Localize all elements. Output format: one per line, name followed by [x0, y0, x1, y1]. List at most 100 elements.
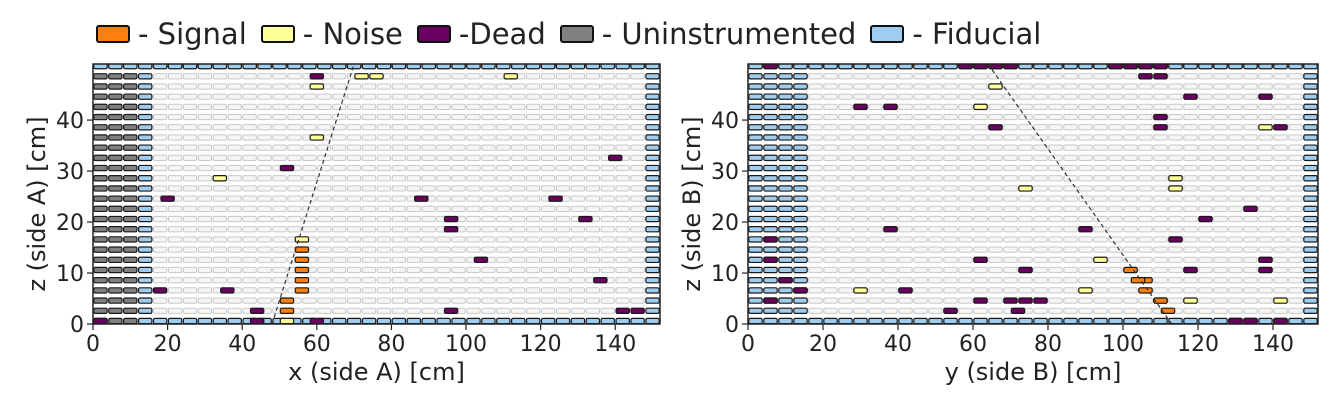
side-b-cell [778, 144, 793, 151]
side-b-cell [763, 317, 778, 324]
side-a-cell [93, 113, 108, 121]
side-a-cell [152, 164, 168, 172]
side-a-cell [526, 73, 541, 80]
side-a-dead-cell [220, 287, 235, 294]
side-b-cell [1018, 83, 1033, 90]
side-a-cell [555, 93, 571, 100]
side-b-cell [973, 154, 988, 161]
side-b-ytick-label: 40 [711, 109, 739, 134]
side-a-cell [332, 144, 347, 151]
side-b-cell [1168, 154, 1183, 161]
side-a-cell [123, 195, 138, 202]
side-b-cell [913, 215, 928, 223]
side-a-cell [361, 185, 377, 192]
side-a-cell [585, 195, 601, 202]
side-b-cell [1183, 317, 1198, 324]
side-b-cell [898, 307, 913, 314]
side-a-fiducial-cell [197, 64, 213, 70]
side-b-cell [763, 266, 778, 274]
side-b-cell [988, 287, 1003, 294]
side-b-cell [1213, 226, 1228, 233]
side-b-cell [823, 236, 838, 243]
side-a-cell [137, 103, 153, 111]
side-a-fiducial-cell [555, 64, 571, 70]
side-b-cell [913, 256, 928, 263]
side-b-cell [1003, 226, 1018, 233]
side-a-cell [555, 215, 571, 223]
side-b-cell [898, 226, 913, 233]
side-a-cell [167, 317, 183, 324]
side-a-cell [108, 185, 123, 192]
side-b-cell [1138, 134, 1153, 141]
side-b-cell [1183, 73, 1198, 80]
side-b-cell [748, 236, 763, 243]
side-a-cell [152, 124, 168, 131]
side-b-cell [748, 144, 763, 151]
side-a-cell [555, 277, 571, 284]
side-b-cell [928, 124, 943, 131]
side-a-cell [167, 236, 183, 243]
side-b-cell [1198, 154, 1213, 161]
side-a-cell [630, 246, 645, 253]
side-a-cell [421, 185, 436, 192]
side-a-cell [496, 287, 511, 294]
side-a-cell [123, 266, 138, 274]
side-b-cell [1273, 93, 1288, 100]
side-b-dead-cell [1168, 236, 1183, 243]
side-a-cell [630, 124, 645, 131]
side-b-cell [793, 103, 808, 111]
side-b-cell [808, 73, 823, 80]
side-b-cell [1168, 277, 1183, 284]
side-b-cell [1168, 266, 1183, 274]
side-a-cell [287, 215, 302, 223]
side-a-cell [436, 195, 451, 202]
side-a-cell [451, 83, 466, 90]
side-b-cell [1033, 256, 1048, 263]
side-b-cell [763, 124, 778, 131]
side-b-cell [1228, 83, 1243, 90]
side-b-cell [1108, 236, 1123, 243]
side-a-cell [182, 307, 198, 314]
side-b-cell [1018, 205, 1033, 212]
side-b-cell [1048, 215, 1063, 223]
side-b-cell [928, 266, 943, 274]
side-a-cell [585, 246, 601, 253]
side-a-cell [123, 256, 138, 264]
side-b-cell [1138, 307, 1153, 314]
side-b-cell [778, 297, 793, 304]
side-a-cell [526, 113, 541, 121]
side-b-cell [1198, 103, 1213, 110]
side-a-cell [466, 317, 481, 324]
side-b-cell [868, 277, 883, 284]
side-b-cell [1018, 144, 1033, 151]
side-b-cell [823, 144, 838, 151]
side-b-cell [793, 317, 808, 324]
side-a-cell [123, 93, 138, 100]
side-b-cell [838, 185, 853, 192]
side-a-cell [585, 256, 601, 263]
side-a-cell [391, 307, 407, 314]
side-a-cell [332, 277, 347, 284]
side-b-cell [1198, 236, 1213, 243]
side-b-cell [1303, 73, 1318, 80]
side-b-cell [943, 175, 958, 182]
side-b-cell [838, 175, 853, 182]
side-b-cell [1108, 175, 1123, 182]
side-a-cell [272, 144, 287, 151]
side-b-dead-cell [1258, 266, 1273, 274]
side-a-cell [526, 246, 541, 253]
side-a-cell [257, 205, 272, 212]
side-b-cell [1123, 236, 1138, 243]
side-b-cell [1048, 93, 1063, 100]
side-b-cell [1243, 175, 1258, 182]
side-b-cell [1033, 175, 1048, 182]
side-a-cell [645, 277, 660, 284]
side-a-cell [257, 215, 272, 223]
side-a-cell [540, 205, 556, 212]
side-b-cell [1228, 297, 1243, 304]
side-a-cell [496, 175, 511, 182]
side-b-cell [808, 154, 823, 161]
side-b-cell [898, 205, 913, 212]
side-a-fiducial-cell [510, 64, 526, 70]
side-a-cell [585, 205, 601, 212]
